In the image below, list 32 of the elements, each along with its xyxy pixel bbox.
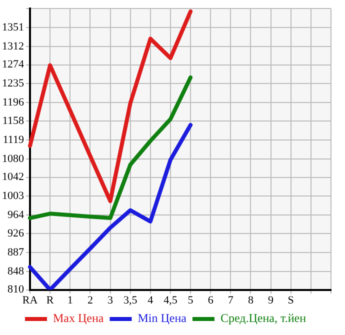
legend-label: Min Цена	[138, 311, 188, 326]
y-tick-label: 810	[8, 284, 24, 296]
y-tick-label: 1312	[2, 40, 24, 52]
y-tick-label: 887	[8, 246, 24, 258]
x-tick-label: 3,5	[123, 294, 138, 306]
y-tick-label: 926	[8, 227, 24, 240]
x-tick-label: 9	[268, 294, 274, 306]
x-tick-label: 3	[108, 294, 114, 306]
y-tick-label: 1080	[2, 152, 24, 165]
x-tick-label: 5	[188, 294, 194, 306]
x-tick-label: 6	[208, 294, 214, 306]
x-tick-label: S	[288, 294, 294, 306]
y-tick-label: 964	[8, 209, 24, 222]
x-tick-label: 1	[67, 294, 73, 306]
y-tick-label: 848	[8, 265, 24, 278]
x-tick-label: RA	[22, 294, 38, 306]
y-tick-label: 1351	[2, 21, 24, 34]
y-tick-label: 1042	[2, 171, 24, 184]
y-tick-label: 1274	[2, 58, 24, 71]
x-tick-label: R	[46, 294, 54, 306]
x-tick-label: 4	[148, 294, 154, 306]
y-tick-label: 1196	[2, 96, 24, 109]
y-tick-label: 1158	[2, 114, 24, 127]
y-tick-label: 1003	[2, 190, 24, 202]
legend-label: Max Цена	[52, 311, 104, 326]
x-tick-label: 8	[248, 294, 254, 306]
x-tick-label: 7	[228, 294, 234, 306]
y-tick-label: 1119	[2, 134, 24, 146]
x-tick-label: 4,5	[164, 294, 178, 306]
x-tick-label: 2	[87, 294, 93, 306]
y-tick-label: 1235	[2, 78, 24, 90]
legend-label: Сред.Цена, т.йен	[220, 311, 307, 326]
